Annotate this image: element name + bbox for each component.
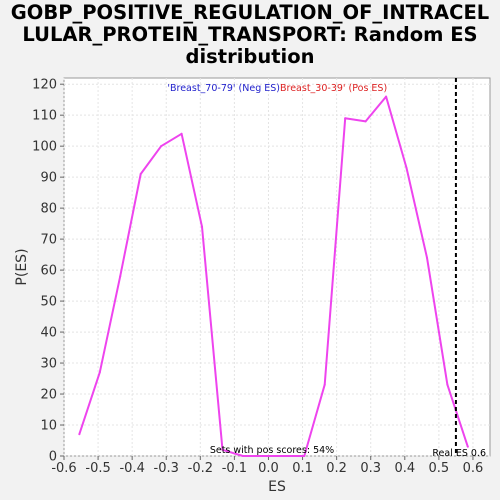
x-tick-label: -0.6	[51, 461, 76, 476]
data-point	[262, 455, 265, 457]
data-point	[466, 445, 469, 448]
y-tick-label: 10	[40, 419, 57, 434]
y-tick-label: 90	[40, 171, 57, 186]
y-tick-label: 80	[40, 202, 57, 217]
x-tick-label: -0.4	[119, 461, 144, 476]
x-tick-label: -0.3	[154, 461, 179, 476]
data-point	[201, 225, 204, 228]
es-distribution-line	[78, 95, 469, 457]
plot-area	[63, 77, 491, 457]
x-axis-title: ES	[268, 479, 286, 495]
data-point	[160, 145, 163, 148]
real-es-label: Real ES 0.6	[432, 448, 486, 459]
data-point	[405, 166, 408, 169]
x-tick-label: 0.4	[394, 461, 415, 476]
series	[78, 95, 469, 457]
x-tick-label: 0.5	[429, 461, 450, 476]
y-tick-label: 70	[40, 233, 57, 248]
data-point	[364, 120, 367, 123]
grid	[63, 78, 490, 457]
y-tick-label: 30	[40, 357, 57, 372]
data-point	[323, 383, 326, 386]
legend-neg-label: 'Breast_70-79' (Neg ES)	[167, 83, 280, 94]
legend-pos-label: Breast_30-39' (Pos ES)	[280, 83, 387, 94]
title-line-2: LULAR_PROTEIN_TRANSPORT: Random ES	[22, 23, 478, 46]
data-point	[344, 117, 347, 120]
x-tick-label: 0.3	[360, 461, 381, 476]
chart-title: GOBP_POSITIVE_REGULATION_OF_INTRACEL LUL…	[0, 2, 500, 68]
x-tick-label: -0.2	[188, 461, 213, 476]
axes: -0.6 -0.5 -0.4 -0.3 -0.2 -0.1 0.0 0.1 0.2 0.3 0.4 0…	[32, 78, 483, 476]
x-tick-label: 0.1	[292, 461, 313, 476]
y-tick-label: 60	[40, 264, 57, 279]
x-tick-label: 0.2	[326, 461, 347, 476]
y-tick-label: 20	[40, 388, 57, 403]
data-point	[282, 455, 285, 457]
data-point	[303, 455, 306, 457]
data-point	[98, 371, 101, 374]
data-point	[119, 275, 122, 278]
data-point	[139, 173, 142, 176]
y-tick-label: 120	[32, 78, 57, 93]
data-point	[425, 256, 428, 259]
title-line-3: distribution	[185, 45, 315, 68]
data-point	[180, 132, 183, 135]
y-axis-title: P(ES)	[14, 248, 30, 285]
y-tick-label: 100	[32, 140, 57, 155]
y-tick-label: 40	[40, 326, 57, 341]
title-line-1: GOBP_POSITIVE_REGULATION_OF_INTRACEL	[10, 1, 490, 24]
data-point	[385, 95, 388, 98]
x-tick-label: -0.1	[222, 461, 247, 476]
data-point	[446, 383, 449, 386]
data-point	[241, 455, 244, 457]
x-tick-label: 0.0	[258, 461, 279, 476]
data-point	[221, 448, 224, 451]
x-tick-label: -0.5	[85, 461, 110, 476]
pos-scores-annotation: Sets with pos scores: 54%	[210, 445, 334, 456]
y-tick-label: 50	[40, 295, 57, 310]
data-point	[78, 433, 81, 436]
y-tick-label: 110	[32, 109, 57, 124]
y-tick-label: 0	[49, 450, 57, 465]
x-tick-label: 0.6	[463, 461, 484, 476]
